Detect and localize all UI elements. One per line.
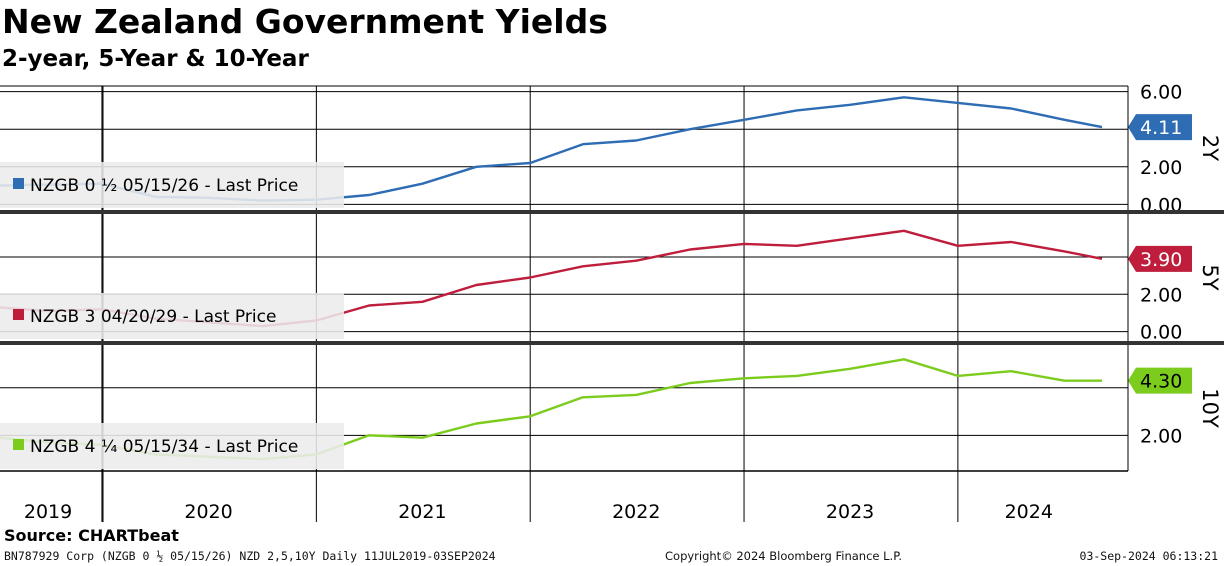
x-tick-label: 2020 [184, 501, 232, 523]
chart-subtitle: 2-year, 5-Year & 10-Year [2, 46, 309, 72]
panel-divider [0, 341, 1224, 345]
x-tick-label: 2022 [612, 501, 660, 523]
legend-swatch [13, 178, 24, 189]
legend-swatch [13, 439, 24, 450]
last-value-marker [1128, 114, 1192, 141]
last-value-label: 4.11 [1140, 117, 1182, 139]
y-tick-label: 2.00 [1140, 157, 1182, 179]
y-tick-label: 0.00 [1140, 322, 1182, 344]
legend-label: NZGB 3 04/20/29 - Last Price [30, 307, 276, 327]
footer-copyright: Copyright© 2024 Bloomberg Finance L.P. [665, 549, 902, 563]
chart-title: New Zealand Government Yields [2, 2, 608, 41]
y-tick-label: 2.00 [1140, 425, 1182, 447]
x-tick-label: 2023 [826, 501, 874, 523]
x-tick-label: 2019 [24, 501, 72, 523]
panel-name: 5Y [1198, 264, 1222, 290]
legend-box [0, 423, 344, 469]
x-tick-label: 2021 [398, 501, 446, 523]
y-tick-label: 2.00 [1140, 284, 1182, 306]
legend-box [0, 293, 344, 339]
legend-label: NZGB 0 ½ 05/15/26 - Last Price [30, 176, 298, 196]
panel-name: 10Y [1198, 388, 1222, 428]
legend-label: NZGB 4 ¼ 05/15/34 - Last Price [30, 437, 298, 457]
panel-name: 2Y [1198, 135, 1222, 161]
legend-box [0, 162, 344, 208]
last-value-marker [1128, 245, 1192, 272]
last-value-label: 3.90 [1140, 249, 1182, 271]
legend-swatch [13, 309, 24, 320]
last-value-label: 4.30 [1140, 371, 1182, 393]
source-note: Source: CHARTbeat [4, 526, 179, 545]
footer-ticker: BN787929 Corp (NZGB 0 ½ 05/15/26) NZD 2,… [4, 549, 496, 563]
last-value-marker [1128, 367, 1192, 394]
panel-divider [0, 210, 1224, 214]
y-tick-label: 6.00 [1140, 82, 1182, 104]
x-tick-label: 2024 [1005, 501, 1053, 523]
footer-timestamp: 03-Sep-2024 06:13:21 [1079, 549, 1218, 563]
